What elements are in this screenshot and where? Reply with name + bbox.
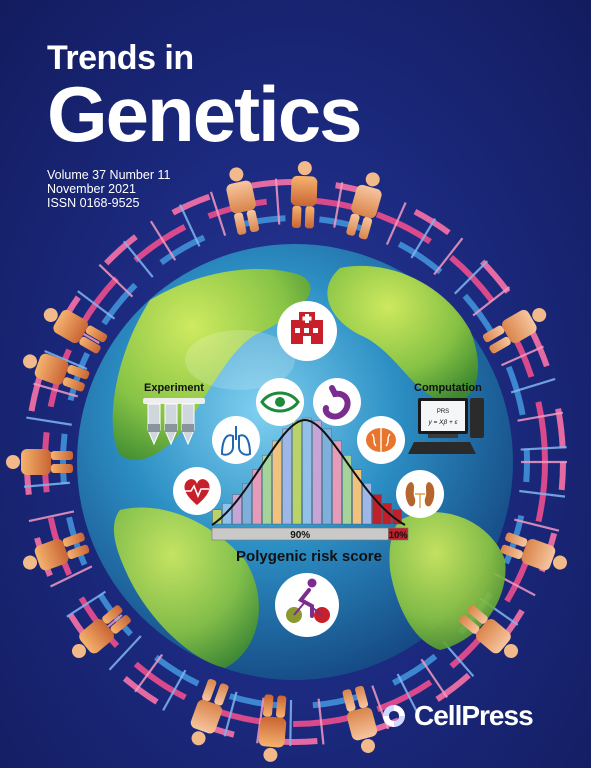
person-figure [290, 161, 318, 229]
person-figure [500, 532, 567, 571]
dna-rung [26, 416, 72, 426]
person-figure [190, 678, 229, 746]
dna-rung [66, 590, 107, 618]
volume-number: Volume 37 Number 11 [47, 168, 171, 182]
dna-rung [179, 204, 201, 247]
histogram-bar [222, 503, 232, 525]
histogram-bar [242, 483, 252, 525]
dna-rung [274, 178, 281, 225]
histogram-bar [292, 420, 302, 525]
kidneys-icon [396, 470, 444, 518]
screen-prs-label: PRS [437, 409, 449, 415]
dna-rung [396, 673, 420, 716]
dna-rung [98, 263, 134, 298]
dna-rung [517, 411, 564, 422]
histogram-bar [372, 494, 382, 525]
histogram-bar [272, 440, 282, 525]
journal-title: Trends in Genetics [47, 39, 362, 158]
people-icon [6, 161, 567, 762]
prs-histogram [212, 417, 402, 525]
globe-icon [77, 244, 513, 680]
dna-rung [333, 182, 344, 228]
heart-icon [173, 467, 221, 515]
dna-rung [472, 286, 511, 317]
dna-rung [520, 446, 567, 451]
test-tubes-icon [143, 398, 205, 446]
bar-left-label: 90% [290, 530, 310, 541]
issue-date: November 2021 [47, 182, 136, 196]
person-figure [342, 685, 378, 753]
lungs-icon [212, 416, 260, 464]
dna-rung [44, 350, 88, 371]
cellpress-logo-icon [383, 705, 405, 727]
stomach-icon [313, 378, 361, 426]
person-figure [226, 167, 260, 235]
dna-rung [514, 518, 560, 532]
score-label: Polygenic risk score [236, 548, 382, 565]
person-figure [23, 353, 90, 392]
publisher-logo: CellPress [380, 700, 534, 732]
title-line-1: Trends in [47, 39, 194, 77]
dna-rung [454, 260, 489, 295]
dna-rung [50, 565, 93, 588]
dna-rung [23, 481, 70, 488]
dna-rung [108, 635, 142, 671]
dna-rung [122, 240, 154, 278]
dna-rung [256, 697, 265, 744]
person-figure [71, 605, 131, 658]
histogram-bar [382, 503, 392, 525]
dna-rung [410, 217, 437, 259]
dna-rung [317, 698, 325, 745]
histogram-bar [342, 454, 352, 525]
histogram-bar [322, 428, 332, 525]
experiment-label: Experiment [144, 382, 204, 394]
dna-rung [77, 290, 116, 320]
histogram-bar [302, 417, 312, 525]
computation-label: Computation [414, 382, 482, 394]
histogram-bar [352, 469, 362, 525]
dna-rung [510, 377, 556, 394]
dna-rung [33, 382, 79, 398]
dna-rung [385, 202, 407, 246]
cyclist-icon [275, 573, 339, 637]
dna-rung [420, 658, 449, 699]
histogram-bar [232, 494, 242, 525]
dna-rung [289, 699, 293, 746]
histogram-bar [312, 420, 322, 525]
person-figure [482, 308, 547, 354]
dna-rung [519, 489, 566, 498]
prs-bar [211, 527, 409, 541]
hospital-icon [277, 301, 337, 361]
person-figure [23, 532, 90, 571]
issn: ISSN 0168-9525 [47, 196, 140, 210]
brain-icon [357, 416, 405, 464]
title-line-2: Genetics [47, 70, 362, 158]
dna-rung [433, 237, 464, 276]
dna-rung [134, 653, 164, 693]
dna-rung [501, 345, 544, 367]
bar-right-label: 10% [389, 530, 409, 541]
computer-icon [408, 398, 484, 454]
person-figure [6, 449, 73, 475]
person-figure [346, 172, 382, 240]
person-figure [258, 694, 287, 762]
dna-rung [162, 669, 187, 711]
screen-formula: y = Xβ + ε [428, 419, 458, 426]
histogram-bar [262, 454, 272, 525]
publisher-name: CellPress [414, 700, 534, 731]
histogram-bar [282, 428, 292, 525]
histogram-bar [252, 469, 262, 525]
histogram-bar [332, 440, 342, 525]
dna-rung [28, 510, 75, 523]
person-figure [43, 308, 108, 354]
eye-icon [256, 378, 304, 426]
person-figure [459, 605, 519, 658]
dna-rung [149, 220, 177, 261]
histogram-bar [362, 483, 372, 525]
dna-rung [223, 691, 238, 737]
dna-rung [209, 191, 227, 236]
issue-info: Volume 37 Number 11 November 2021 ISSN 0… [47, 168, 170, 210]
